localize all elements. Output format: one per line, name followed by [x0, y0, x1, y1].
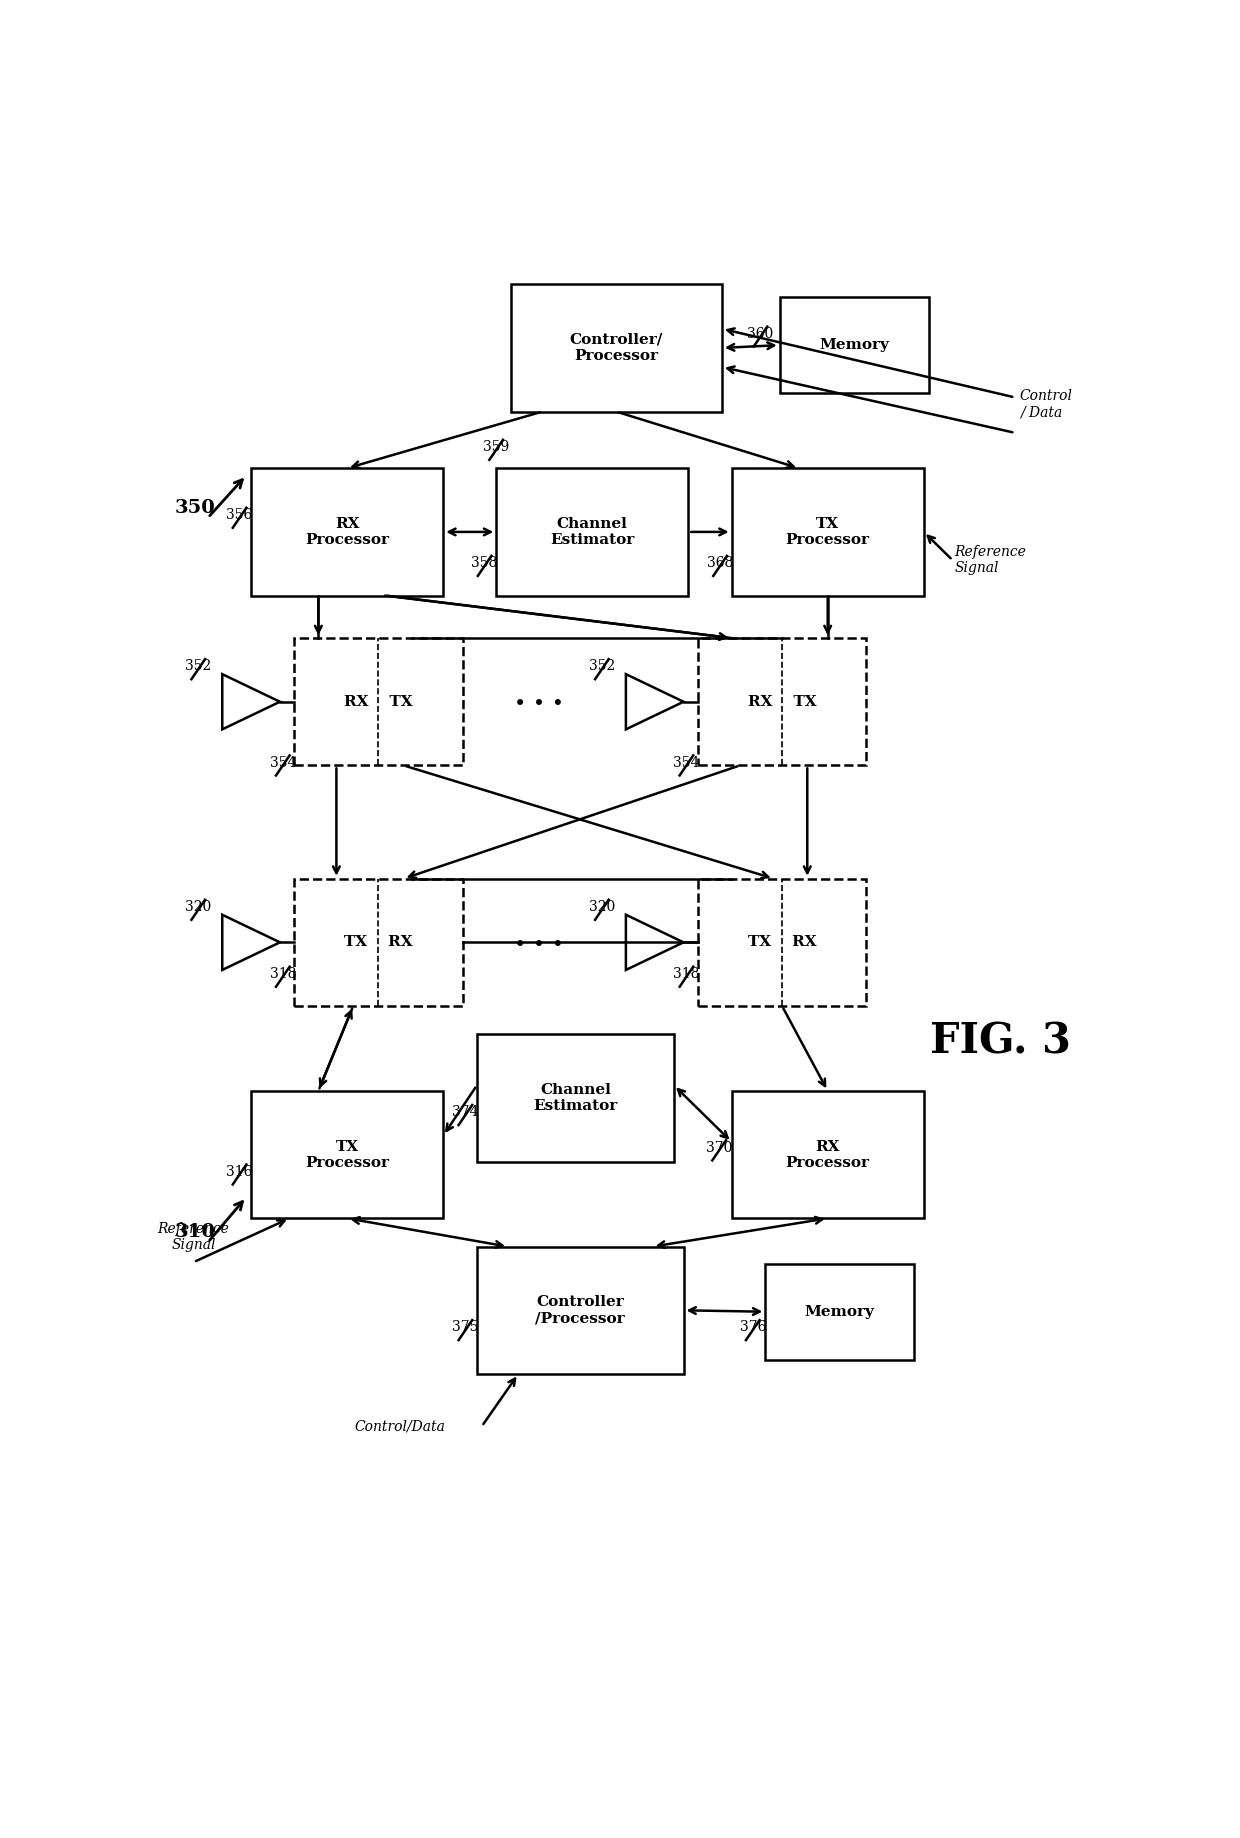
Text: 320: 320	[185, 901, 211, 913]
Text: 376: 376	[739, 1320, 766, 1334]
Bar	[294, 638, 463, 765]
Text: 375: 375	[453, 1320, 479, 1334]
Text: TX    RX: TX RX	[345, 936, 413, 950]
Text: 356: 356	[227, 507, 253, 522]
Bar	[477, 1035, 675, 1162]
Text: Channel
Estimator: Channel Estimator	[551, 516, 635, 548]
Text: Control
/ Data: Control / Data	[1019, 390, 1073, 419]
Text: 310: 310	[175, 1224, 216, 1241]
Text: 318: 318	[673, 967, 699, 981]
Text: 352: 352	[589, 660, 615, 673]
Text: Memory: Memory	[820, 338, 889, 353]
Text: 368: 368	[707, 557, 733, 570]
Text: 316: 316	[227, 1165, 253, 1178]
Text: FIG. 3: FIG. 3	[930, 1020, 1071, 1062]
Text: 320: 320	[589, 901, 615, 913]
Bar	[294, 879, 463, 1005]
Text: 350: 350	[175, 498, 216, 516]
Bar	[250, 1092, 444, 1219]
Text: Controller
/Processor: Controller /Processor	[536, 1296, 625, 1325]
Text: 359: 359	[484, 439, 510, 454]
Bar	[496, 469, 688, 596]
Bar	[732, 1092, 924, 1219]
Text: 318: 318	[269, 967, 296, 981]
Text: RX
Processor: RX Processor	[786, 1140, 869, 1169]
Text: • • •: • • •	[515, 936, 564, 954]
Text: Controller/
Processor: Controller/ Processor	[569, 333, 663, 364]
Bar	[250, 469, 444, 596]
Bar	[477, 1246, 683, 1375]
Text: 354: 354	[673, 755, 699, 770]
Text: 360: 360	[748, 327, 774, 340]
Bar	[780, 298, 929, 393]
Text: TX
Processor: TX Processor	[786, 516, 869, 548]
Text: 358: 358	[471, 557, 497, 570]
Text: 352: 352	[185, 660, 211, 673]
Text: RX    TX: RX TX	[345, 695, 413, 709]
Text: TX
Processor: TX Processor	[305, 1140, 389, 1169]
Bar	[765, 1263, 914, 1360]
Bar	[698, 879, 866, 1005]
Text: RX    TX: RX TX	[748, 695, 816, 709]
Bar	[511, 285, 722, 412]
Bar	[732, 469, 924, 596]
Text: RX
Processor: RX Processor	[305, 516, 389, 548]
Text: 354: 354	[269, 755, 296, 770]
Text: Reference
Signal: Reference Signal	[955, 546, 1027, 575]
Text: Memory: Memory	[805, 1305, 874, 1318]
Text: 370: 370	[706, 1141, 733, 1154]
Text: • • •: • • •	[515, 695, 564, 715]
Bar	[698, 638, 866, 765]
Text: 374: 374	[453, 1105, 479, 1119]
Text: Channel
Estimator: Channel Estimator	[533, 1083, 618, 1114]
Text: Control/Data: Control/Data	[355, 1419, 445, 1434]
Text: TX    RX: TX RX	[748, 936, 816, 950]
Text: Reference
Signal: Reference Signal	[157, 1222, 229, 1252]
